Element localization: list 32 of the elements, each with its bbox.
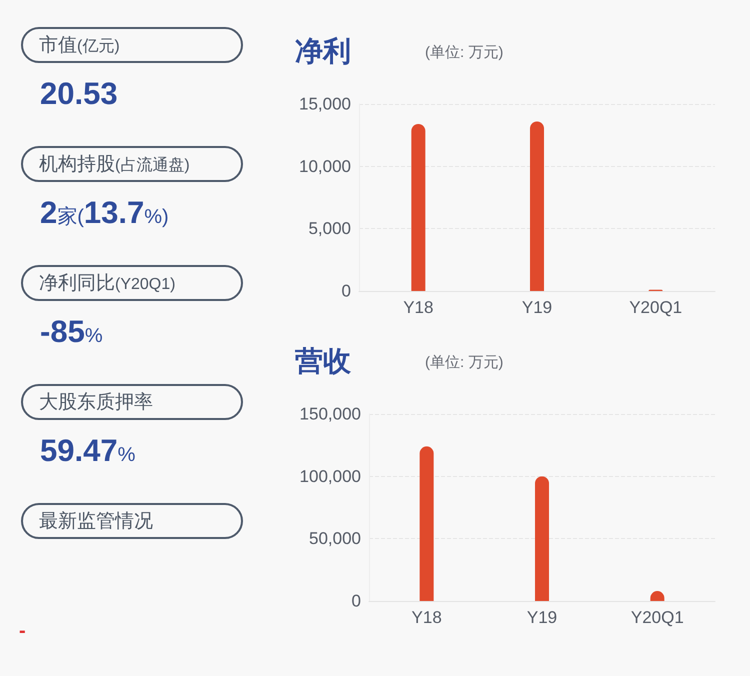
x-tick-label: Y20Q1: [630, 608, 684, 627]
y-tick-label: 100,000: [300, 466, 361, 486]
rounded-box: 市值(亿元): [21, 27, 243, 63]
text: -85%: [40, 314, 103, 350]
chart-title: 净利: [295, 36, 351, 66]
chart-subtitle: (单位: 万元): [425, 44, 504, 61]
text: 59.47%: [40, 433, 136, 469]
x-tick-label: Y18: [403, 298, 434, 317]
rounded-box: 大股东质押率: [21, 384, 243, 420]
rounded-box: 净利同比(Y20Q1): [21, 265, 243, 301]
rounded-box: 机构持股(占流通盘): [21, 146, 243, 182]
x-tick-label: Y19: [522, 298, 552, 317]
x-tick-label: Y20Q1: [629, 298, 682, 317]
chart-title: 营收: [294, 346, 352, 376]
bar: [411, 124, 426, 291]
y-tick-label: 0: [352, 592, 361, 610]
x-tick-label: Y19: [526, 608, 558, 627]
y-tick-label: 150,000: [300, 404, 361, 424]
y-tick-label: 10,000: [299, 156, 351, 176]
text: 2家(13.7%): [40, 195, 169, 231]
bar: [530, 121, 544, 291]
y-tick-label: 15,000: [299, 94, 351, 114]
text: 20.53: [40, 76, 118, 112]
y-tick-label: 50,000: [309, 529, 361, 548]
bar: [420, 446, 434, 601]
rounded-box: 最新监管情况: [21, 503, 243, 539]
bar: [535, 476, 549, 601]
x-tick-label: Y18: [412, 608, 442, 627]
y-tick-label: 0: [342, 282, 351, 300]
text: -: [19, 620, 26, 643]
y-tick-label: 5,000: [308, 219, 351, 238]
chart-subtitle: (单位: 万元): [425, 354, 504, 371]
